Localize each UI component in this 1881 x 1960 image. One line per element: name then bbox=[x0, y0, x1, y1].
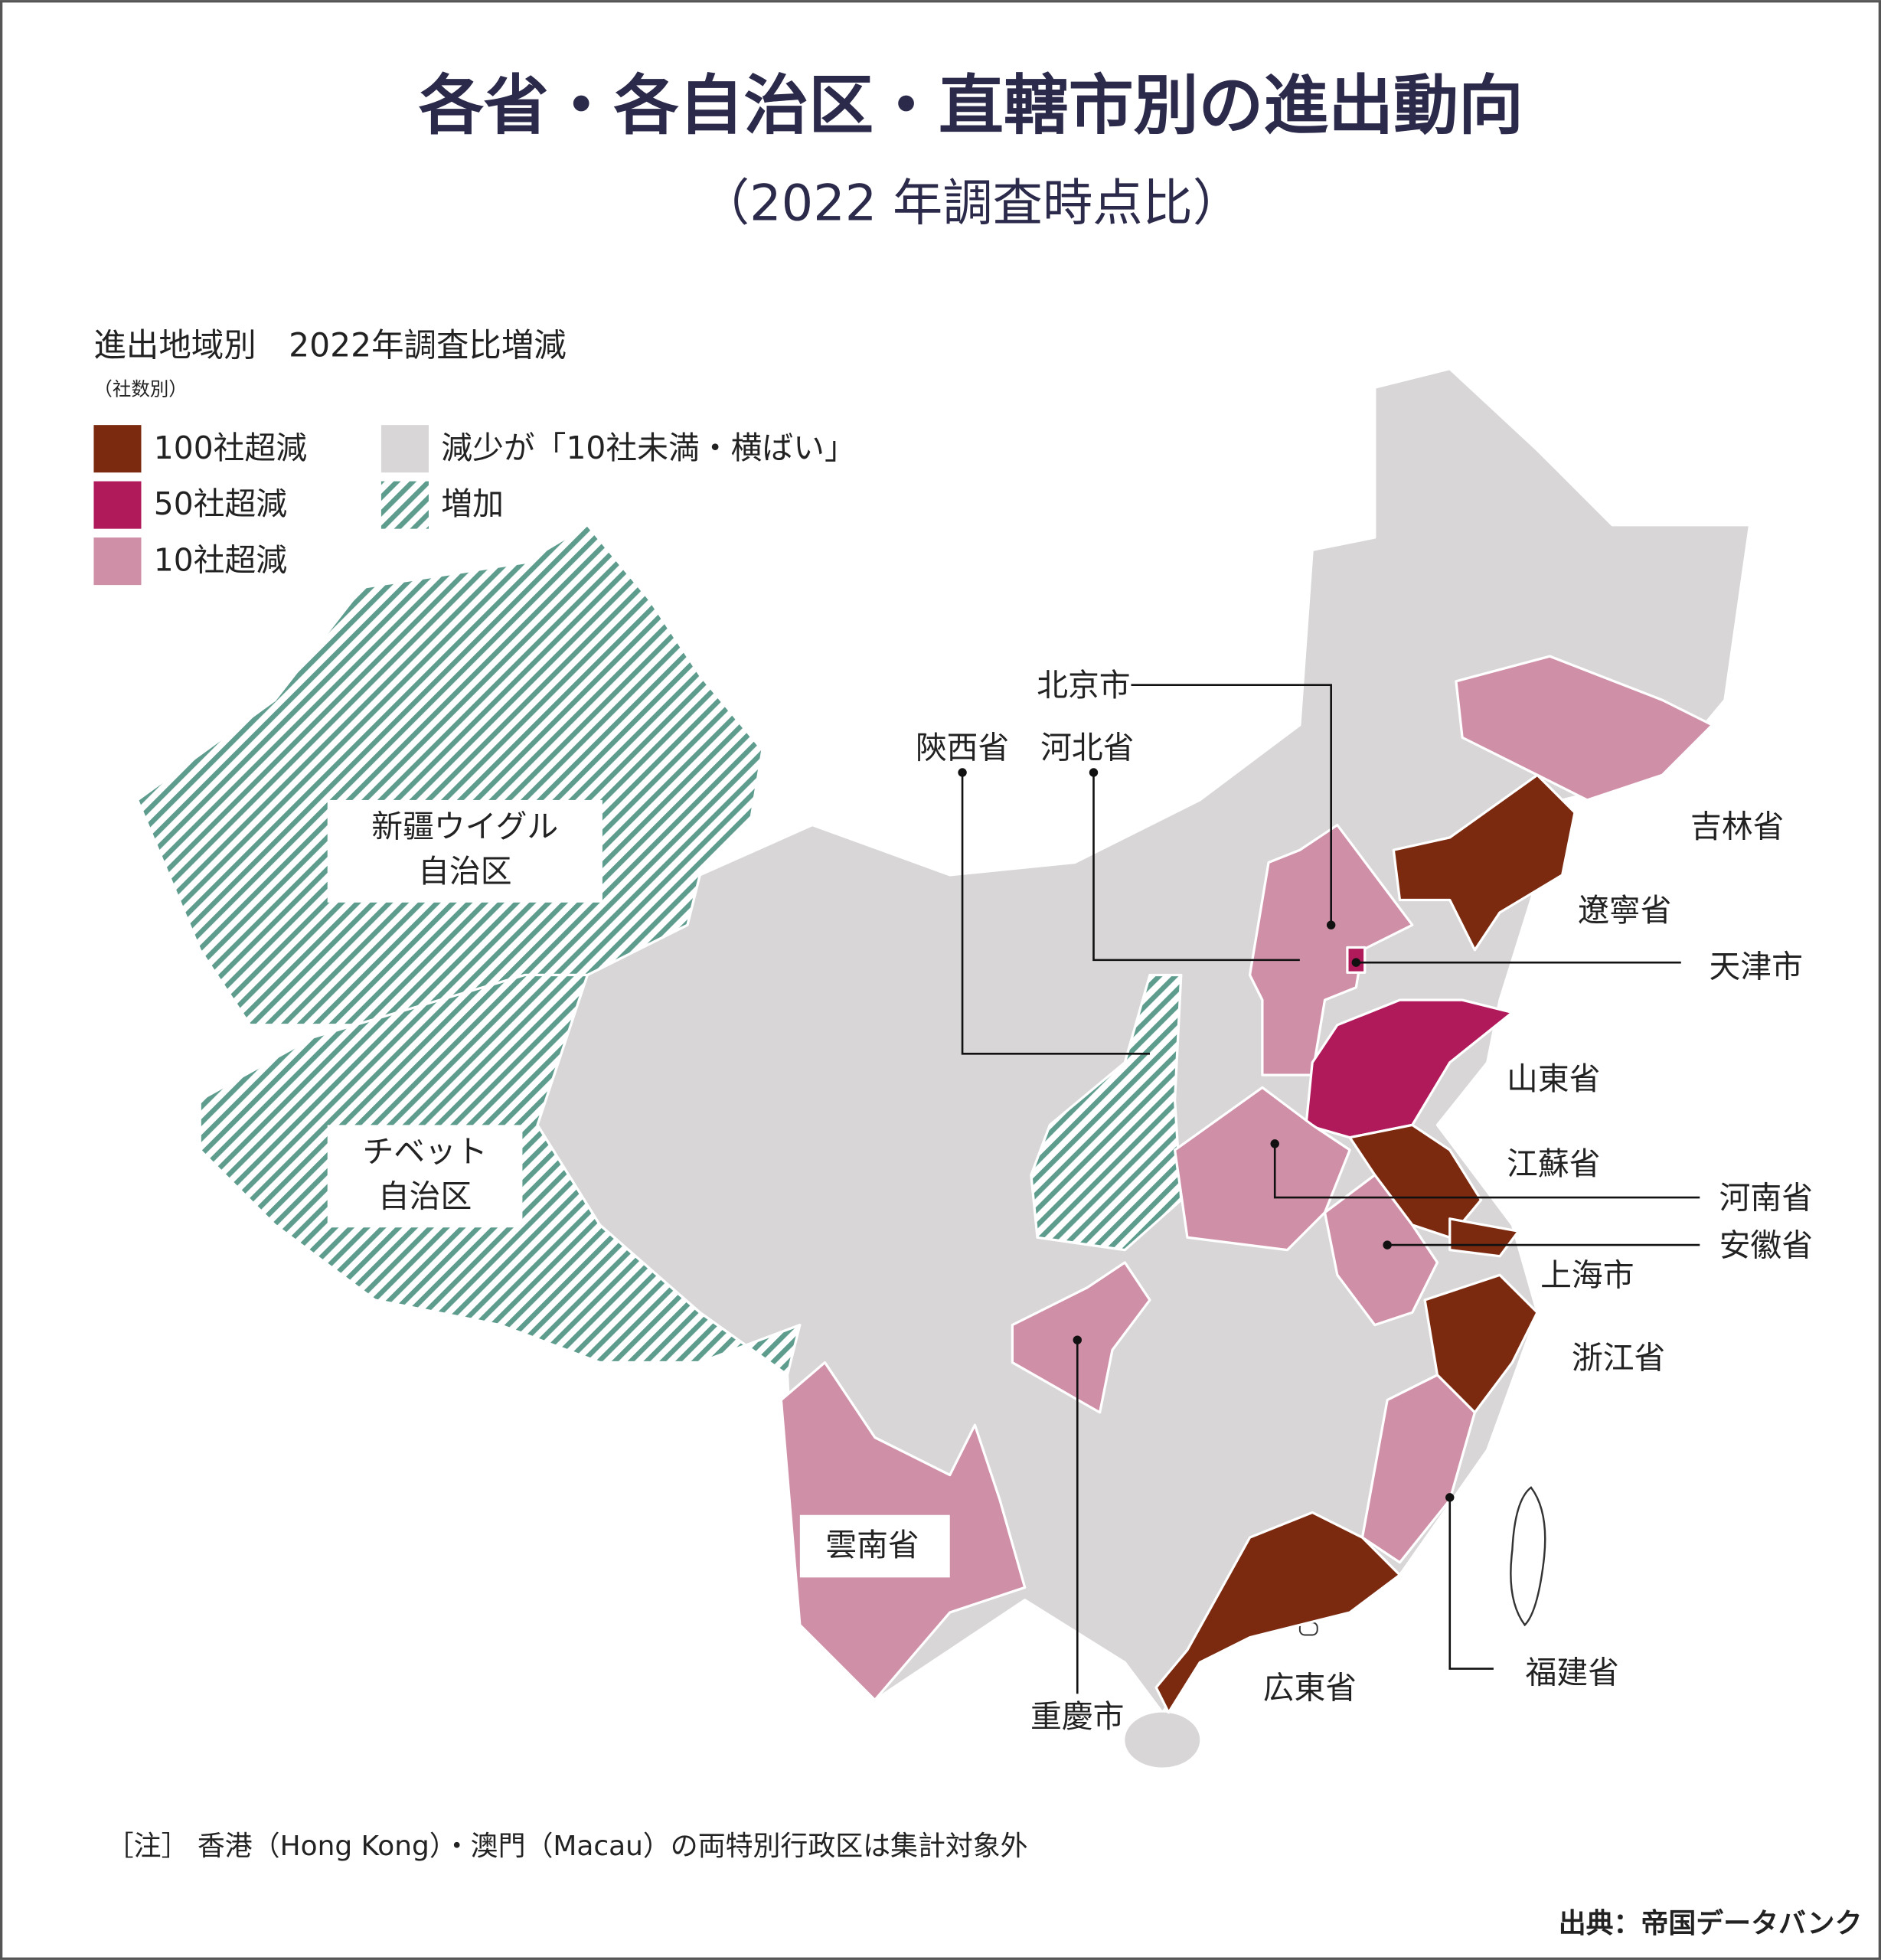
legend-swatch bbox=[380, 481, 429, 529]
legend-label: 50社超減 bbox=[154, 485, 287, 522]
legend-swatch bbox=[93, 425, 142, 473]
region bbox=[136, 524, 764, 1027]
region-label: 上海市 bbox=[1540, 1257, 1634, 1294]
legend-label: 増加 bbox=[441, 485, 504, 522]
region-label: 自治区 bbox=[418, 853, 511, 890]
legend-title: 進出地域別 2022年調査比増減 bbox=[93, 327, 566, 364]
callout-dot bbox=[1351, 958, 1361, 967]
legend-swatch bbox=[93, 481, 142, 529]
legend-swatch bbox=[380, 425, 429, 473]
region-label: 山東省 bbox=[1507, 1060, 1600, 1097]
title: 各省・各自治区・直轄市別の進出動向 bbox=[419, 68, 1523, 144]
label-box bbox=[327, 799, 603, 903]
subtitle: （2022 年調査時点比） bbox=[700, 175, 1243, 233]
legend-label: 10社超減 bbox=[154, 542, 287, 579]
callout-line bbox=[1448, 1497, 1494, 1670]
region bbox=[1173, 1086, 1351, 1252]
region-label: チベット bbox=[362, 1133, 487, 1170]
region bbox=[1248, 823, 1414, 1076]
region bbox=[1305, 998, 1514, 1139]
region-label: 江蘇省 bbox=[1507, 1145, 1600, 1182]
note: ［注］ 香港（Hong Kong）・澳門（Macau）の両特別行政区は集計対象外 bbox=[106, 1831, 1028, 1862]
legend-label: 減少が「10社未満・横ばい」 bbox=[441, 430, 855, 466]
callout-dot bbox=[1270, 1139, 1279, 1148]
region-label: 重慶市 bbox=[1030, 1698, 1124, 1735]
region-label: 新疆ウイグル bbox=[371, 808, 558, 844]
callout-line bbox=[1092, 772, 1300, 962]
hainan bbox=[1125, 1712, 1200, 1768]
region bbox=[1323, 1174, 1439, 1327]
callout-line bbox=[1131, 684, 1332, 926]
region-label: 河北省 bbox=[1040, 730, 1134, 766]
label-box bbox=[327, 1125, 523, 1228]
callout-dot bbox=[1089, 768, 1099, 777]
region bbox=[1011, 1261, 1151, 1414]
source: 出典：帝国データバンク bbox=[1559, 1907, 1863, 1939]
region-label: 天津市 bbox=[1710, 948, 1803, 985]
region bbox=[1392, 773, 1576, 952]
region bbox=[1455, 655, 1714, 802]
callout-dot bbox=[1445, 1493, 1455, 1502]
region bbox=[1448, 1217, 1520, 1258]
label-box bbox=[799, 1514, 950, 1578]
region-label: 広東省 bbox=[1263, 1669, 1357, 1706]
region-label: 浙江省 bbox=[1572, 1339, 1665, 1376]
taiwan bbox=[1510, 1486, 1546, 1627]
callout-dot bbox=[1326, 920, 1336, 929]
legend-swatch bbox=[93, 537, 142, 586]
region-label: 自治区 bbox=[378, 1178, 472, 1215]
region-label: 吉林省 bbox=[1690, 808, 1784, 844]
callout-dot bbox=[958, 768, 967, 777]
callout-dot bbox=[1073, 1335, 1082, 1344]
legend-subtitle: （社数別） bbox=[93, 377, 187, 400]
region bbox=[1154, 1511, 1402, 1714]
region-label: 安徽省 bbox=[1719, 1227, 1813, 1263]
callout-line bbox=[1273, 1143, 1700, 1199]
region-label: 北京市 bbox=[1037, 667, 1130, 704]
region-label: 遼寧省 bbox=[1578, 892, 1671, 929]
region-label: 福建省 bbox=[1526, 1655, 1619, 1691]
callout-line bbox=[961, 772, 1150, 1055]
region-label: 雲南省 bbox=[825, 1527, 919, 1563]
callout-dot bbox=[1383, 1240, 1392, 1250]
region-label: 河南省 bbox=[1719, 1179, 1813, 1216]
region-label: 陝西省 bbox=[916, 730, 1009, 766]
legend-label: 100社超減 bbox=[154, 430, 307, 466]
